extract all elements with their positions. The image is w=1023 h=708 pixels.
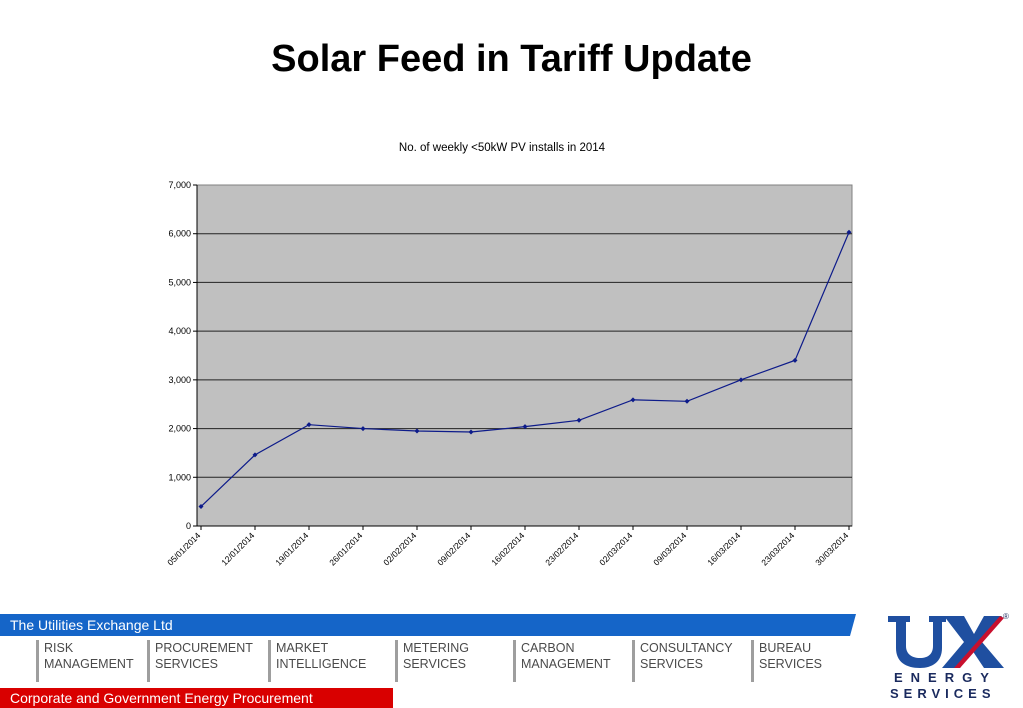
data-point: [468, 429, 474, 435]
service-metering-services[interactable]: METERING SERVICES: [395, 640, 469, 682]
x-tick-label: 02/03/2014: [597, 530, 634, 567]
y-axis: 0 1,000 2,000 3,000 4,000 5,000 6,000 7,000: [168, 180, 198, 531]
service-label-line1: BUREAU: [759, 641, 812, 655]
data-point: [792, 357, 798, 363]
tagline-banner: [0, 688, 393, 708]
x-tick-label: 09/02/2014: [435, 530, 472, 567]
x-tick-label: 02/02/2014: [381, 530, 418, 567]
logo-text-services: SERVICES: [890, 686, 996, 701]
data-point: [522, 424, 528, 430]
service-market-intelligence[interactable]: MARKET INTELLIGENCE: [268, 640, 366, 682]
slide-title: Solar Feed in Tariff Update: [271, 38, 752, 80]
company-banner: [0, 614, 856, 636]
service-consultancy-services[interactable]: CONSULTANCY SERVICES: [632, 640, 733, 682]
y-tick-label: 6,000: [168, 229, 191, 239]
service-carbon-management[interactable]: CARBON MANAGEMENT: [513, 640, 611, 682]
data-point: [846, 229, 852, 235]
service-label-line2: SERVICES: [640, 657, 703, 671]
data-point: [738, 377, 744, 383]
x-tick-label: 30/03/2014: [813, 530, 850, 567]
series-group: [198, 229, 852, 510]
service-label-line1: CARBON: [521, 641, 575, 655]
y-tick-label: 4,000: [168, 326, 191, 336]
service-label-line2: MANAGEMENT: [521, 657, 611, 671]
service-label-line1: METERING: [403, 641, 469, 655]
data-point: [414, 428, 420, 434]
service-label-line2: SERVICES: [403, 657, 466, 671]
y-tick-label: 2,000: [168, 424, 191, 434]
service-label-line1: PROCUREMENT: [155, 641, 253, 655]
service-label-line2: SERVICES: [759, 657, 822, 671]
service-label-line2: MANAGEMENT: [44, 657, 134, 671]
service-bureau-services[interactable]: BUREAU SERVICES: [751, 640, 822, 682]
services-menu: RISK MANAGEMENT PROCUREMENT SERVICES MAR…: [0, 640, 860, 684]
data-point: [306, 422, 312, 428]
tagline: Corporate and Government Energy Procurem…: [10, 690, 313, 706]
data-point: [684, 398, 690, 404]
service-risk-management[interactable]: RISK MANAGEMENT: [36, 640, 134, 682]
x-tick-label: 12/01/2014: [219, 530, 256, 567]
data-point: [198, 504, 204, 510]
x-tick-label: 09/03/2014: [651, 530, 688, 567]
x-tick-label: 16/03/2014: [705, 530, 742, 567]
data-point: [252, 452, 258, 458]
service-label-line2: INTELLIGENCE: [276, 657, 367, 671]
service-label-line2: SERVICES: [155, 657, 218, 671]
chart-title: No. of weekly <50kW PV installs in 2014: [399, 142, 606, 154]
company-name: The Utilities Exchange Ltd: [10, 617, 173, 633]
x-tick-label: 05/01/2014: [165, 530, 202, 567]
y-tick-label: 5,000: [168, 277, 191, 287]
data-point: [360, 426, 366, 432]
line-chart: No. of weekly <50kW PV installs in 2014 …: [165, 142, 853, 567]
y-tick-label: 3,000: [168, 375, 191, 385]
x-tick-label: 26/01/2014: [327, 530, 364, 567]
service-label-line1: MARKET: [276, 641, 329, 655]
logo-text-energy: ENERGY: [894, 670, 997, 685]
registered-mark: ®: [1003, 612, 1009, 621]
service-procurement-services[interactable]: PROCUREMENT SERVICES: [147, 640, 253, 682]
ux-energy-logo: ® ENERGY SERVICES: [880, 610, 1020, 708]
service-label-line1: CONSULTANCY: [640, 641, 733, 655]
y-tick-label: 0: [186, 521, 191, 531]
x-axis: 05/01/2014 12/01/2014 19/01/2014 26/01/2014…: [165, 525, 852, 567]
data-point: [630, 397, 636, 403]
x-tick-label: 23/03/2014: [759, 530, 796, 567]
y-tick-label: 1,000: [168, 472, 191, 482]
x-tick-label: 16/02/2014: [489, 530, 526, 567]
y-tick-label: 7,000: [168, 180, 191, 190]
ux-logo-mark: [888, 616, 1004, 668]
x-tick-label: 23/02/2014: [543, 530, 580, 567]
plot-area: [196, 184, 853, 527]
x-tick-label: 19/01/2014: [273, 530, 310, 567]
service-label-line1: RISK: [44, 641, 74, 655]
data-point: [576, 417, 582, 423]
